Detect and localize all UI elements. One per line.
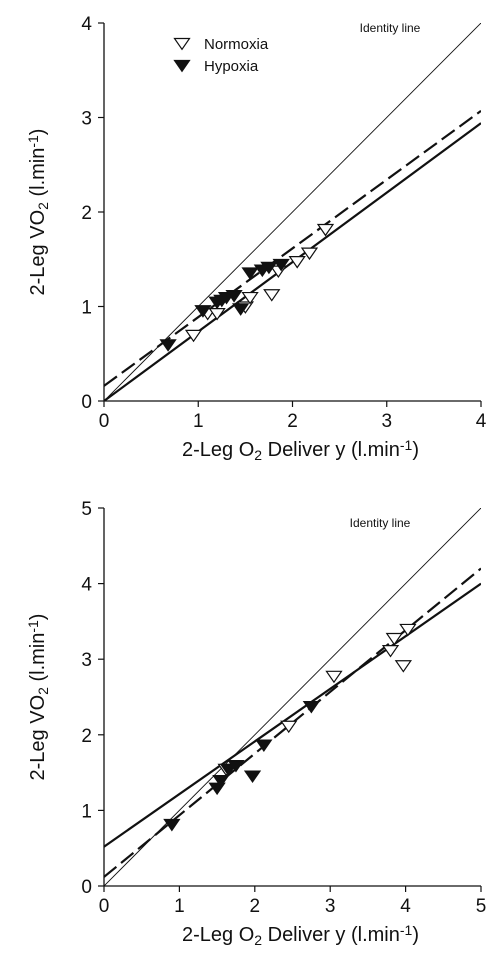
hypoxia-point bbox=[163, 818, 181, 832]
y-axis-label: 2-Leg VO2 (l.min-1) bbox=[25, 614, 51, 781]
normoxia-point bbox=[263, 289, 281, 302]
hypoxia-point bbox=[260, 261, 278, 275]
normoxia-point bbox=[325, 670, 343, 684]
normoxia-point bbox=[399, 623, 417, 637]
normoxia-series bbox=[184, 223, 335, 343]
hypoxia-point bbox=[255, 739, 273, 753]
normoxia-point bbox=[316, 223, 335, 237]
normoxia-point bbox=[394, 660, 412, 673]
y-tick-label: 0 bbox=[81, 877, 92, 898]
y-tick-label: 4 bbox=[81, 14, 92, 35]
x-tick-label: 3 bbox=[325, 896, 336, 917]
y-tick-label: 4 bbox=[81, 575, 92, 596]
normoxia-point bbox=[184, 329, 203, 343]
x-axis-label: 2-Leg O2 Deliver y (l.min-1) bbox=[182, 922, 419, 948]
hypoxia-point bbox=[225, 290, 243, 303]
legend-label-hypoxia: Hypoxia bbox=[204, 58, 259, 75]
y-tick-label: 3 bbox=[81, 650, 92, 671]
hypoxia-point bbox=[243, 770, 262, 784]
x-tick-label: 4 bbox=[400, 896, 411, 917]
hypoxia-point bbox=[194, 305, 212, 318]
legend-marker-hypoxia bbox=[173, 59, 191, 73]
normoxia-regression-line bbox=[104, 109, 481, 387]
identity-line-label: Identity line bbox=[360, 21, 421, 35]
x-tick-label: 5 bbox=[476, 896, 487, 917]
identity-line bbox=[104, 23, 481, 401]
normoxia-series bbox=[217, 623, 417, 777]
y-axis-label: 2-Leg VO2 (l.min-1) bbox=[25, 129, 51, 296]
normoxia-point bbox=[241, 291, 259, 305]
y-tick-label: 0 bbox=[81, 392, 92, 413]
fit-lines bbox=[104, 23, 481, 401]
bottom-chart: 0 1 2 3 4 5 0 1 2 3 4 5 2-Leg O2 Deliver y (l.min-1)… bbox=[25, 499, 487, 948]
hypoxia-point bbox=[232, 303, 250, 316]
x-tick-label: 0 bbox=[99, 896, 110, 917]
hypoxia-series bbox=[163, 700, 320, 832]
normoxia-point bbox=[280, 720, 298, 734]
hypoxia-point bbox=[219, 763, 238, 777]
normoxia-point bbox=[300, 247, 319, 261]
y-tick-label: 5 bbox=[81, 499, 92, 520]
legend-marker-normoxia bbox=[173, 37, 191, 51]
legend-label-normoxia: Normoxia bbox=[204, 36, 269, 53]
hypoxia-point bbox=[272, 258, 290, 272]
hypoxia-regression-line bbox=[104, 582, 481, 848]
fit-lines bbox=[104, 508, 481, 886]
legend: Normoxia Hypoxia bbox=[173, 36, 269, 75]
hypoxia-point bbox=[212, 775, 230, 788]
y-tick-label: 1 bbox=[81, 298, 92, 319]
x-tick-label: 2 bbox=[287, 411, 298, 432]
x-tick-label: 3 bbox=[381, 411, 392, 432]
normoxia-point bbox=[385, 632, 403, 646]
identity-line-label: Identity line bbox=[350, 516, 411, 530]
y-tick-label: 2 bbox=[81, 203, 92, 224]
normoxia-point bbox=[381, 645, 400, 658]
top-chart: 0 1 2 3 4 0 1 2 3 4 2-Leg O2 Deliver y (l.min-1) 2-… bbox=[25, 14, 487, 463]
hypoxia-series bbox=[159, 258, 290, 352]
hypoxia-point bbox=[227, 759, 245, 773]
x-tick-label: 1 bbox=[193, 411, 204, 432]
hypoxia-point bbox=[302, 700, 320, 714]
hypoxia-point bbox=[159, 339, 177, 352]
normoxia-point bbox=[288, 256, 306, 269]
hypoxia-point bbox=[241, 267, 259, 280]
y-tick-label: 1 bbox=[81, 801, 92, 822]
x-axis-label: 2-Leg O2 Deliver y (l.min-1) bbox=[182, 437, 419, 463]
hypoxia-regression-line bbox=[104, 122, 481, 401]
y-tick-label: 2 bbox=[81, 726, 92, 747]
x-tick-label: 4 bbox=[476, 411, 487, 432]
x-tick-label: 1 bbox=[174, 896, 185, 917]
y-tick-label: 3 bbox=[81, 109, 92, 130]
x-tick-label: 0 bbox=[99, 411, 110, 432]
x-tick-label: 2 bbox=[250, 896, 261, 917]
